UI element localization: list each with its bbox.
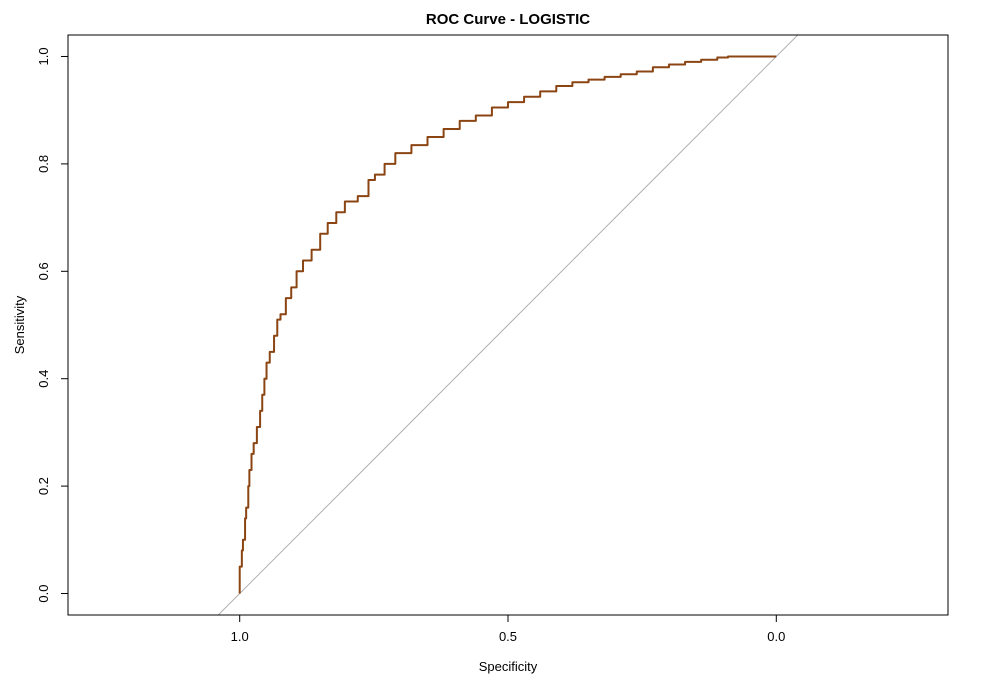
reference-diagonal-line	[217, 35, 799, 615]
x-axis-label: Specificity	[479, 659, 538, 674]
y-tick-label: 0.4	[36, 370, 51, 388]
y-tick-label: 1.0	[36, 47, 51, 65]
y-tick-label: 0.2	[36, 477, 51, 495]
y-tick-label: 0.6	[36, 262, 51, 280]
plot-area	[217, 35, 799, 615]
x-tick-label: 0.0	[767, 629, 785, 644]
x-tick-label: 0.5	[499, 629, 517, 644]
y-axis-label: Sensitivity	[12, 295, 27, 354]
y-tick-label: 0.0	[36, 584, 51, 602]
y-tick-label: 0.8	[36, 155, 51, 173]
x-tick-label: 1.0	[231, 629, 249, 644]
axes: 1.0 0.5 0.0 0.0 0.2 0.4 0.6 0.8 1.0	[36, 34, 949, 644]
roc-curve-line-0	[238, 55, 777, 594]
chart-title: ROC Curve - LOGISTIC	[426, 11, 590, 28]
